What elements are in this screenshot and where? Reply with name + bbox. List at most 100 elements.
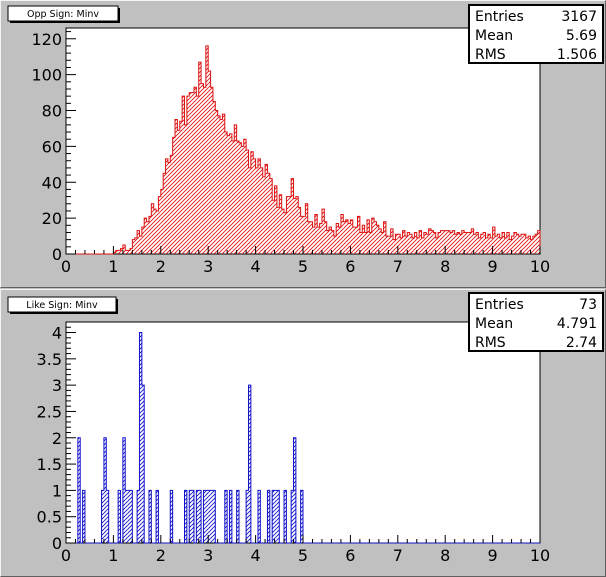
- histogram-bar: [416, 237, 420, 254]
- histogram-bar: [426, 234, 429, 254]
- histogram-bar: [528, 236, 531, 254]
- histogram-bar: [314, 214, 318, 254]
- histogram-bar: [227, 135, 230, 254]
- histogram-bar: [440, 230, 443, 254]
- histogram-bar: [284, 490, 287, 543]
- histogram-bar: [525, 237, 529, 254]
- histogram-bar: [122, 437, 126, 543]
- histogram-bar: [267, 173, 270, 254]
- histogram-bar: [357, 216, 360, 254]
- stats-mean-value: 5.69: [566, 28, 597, 44]
- histogram-bar: [257, 158, 261, 254]
- histogram-bar: [511, 236, 514, 254]
- histogram-bar: [132, 239, 135, 254]
- stats-box: [468, 4, 604, 64]
- histogram-bar: [518, 236, 522, 254]
- histogram-bar: [248, 167, 251, 254]
- y-tick-label: 120: [31, 30, 62, 49]
- histogram-bar: [376, 225, 379, 254]
- histogram-bar: [478, 237, 481, 254]
- histogram-bar: [253, 158, 256, 254]
- histogram-bar: [504, 237, 507, 254]
- histogram-bar: [276, 207, 280, 254]
- histogram-bar: [118, 250, 121, 254]
- y-axis: 0 0.5 1 1.5 2 2.5 3 3.5 4: [37, 321, 76, 553]
- histogram-bar: [430, 230, 434, 254]
- histogram-bar: [106, 490, 109, 543]
- histogram-bar: [189, 92, 192, 254]
- histogram-bar: [371, 218, 375, 254]
- histogram-bar: [246, 490, 249, 543]
- histogram-bar: [457, 232, 460, 254]
- histogram-bar: [502, 232, 505, 254]
- histogram-pad-like-sign[interactable]: 0 1 2 3 4 5 6 7 8 9 10 0 0.5 1 1.5 2 2.5 3 3.5 4 Like Sign: …: [0, 289, 606, 577]
- histogram-bar: [137, 230, 140, 254]
- histogram-bar: [160, 189, 164, 254]
- histogram-bar: [395, 234, 398, 254]
- histogram-bar: [485, 237, 488, 254]
- histogram-bar: [269, 178, 273, 254]
- x-tick-label: 7: [393, 546, 403, 565]
- histogram-bar: [246, 149, 249, 254]
- histogram-bars: [113, 45, 540, 255]
- histogram-bar: [120, 248, 123, 254]
- histogram-bar: [255, 167, 258, 254]
- histogram-pad-opp-sign[interactable]: 0 1 2 3 4 5 6 7 8 9 10 0 20 40 60 80 100 120 Opp Sign: Min…: [0, 0, 606, 288]
- histogram-bar: [404, 236, 408, 254]
- histogram-bar: [167, 162, 171, 254]
- histogram-bar: [381, 232, 384, 254]
- chart-title: Like Sign: Minv: [26, 300, 98, 311]
- x-tick-label: 4: [251, 257, 261, 276]
- histogram-bar: [148, 490, 152, 543]
- histogram-bar: [438, 232, 441, 254]
- histogram-bar: [205, 45, 209, 254]
- x-axis: 0 1 2 3 4 5 6 7 8 9 10: [61, 246, 550, 276]
- histogram-bar: [257, 490, 261, 543]
- histogram-bar: [184, 490, 187, 543]
- histogram-bar: [208, 71, 211, 254]
- histogram-bar: [134, 237, 138, 254]
- histogram-bar: [378, 228, 382, 254]
- histogram-bar: [535, 234, 538, 254]
- histogram-bar: [305, 203, 308, 254]
- histogram-bar: [329, 227, 332, 254]
- histogram-bar: [516, 234, 519, 254]
- histogram-bar: [156, 490, 159, 543]
- histogram-bar: [243, 139, 247, 254]
- histogram-bar: [196, 96, 199, 255]
- histogram-bar: [137, 490, 140, 543]
- histogram-bar: [288, 196, 292, 254]
- y-tick-label: 40: [42, 173, 62, 192]
- histogram-bar: [229, 490, 232, 543]
- x-tick-label: 5: [298, 546, 308, 565]
- y-tick-label: 2.5: [37, 402, 62, 421]
- histogram-bar: [191, 490, 194, 543]
- histogram-bar: [248, 385, 251, 543]
- x-tick-label: 2: [156, 546, 166, 565]
- histogram-bar: [523, 234, 526, 254]
- y-tick-label: 20: [42, 209, 62, 228]
- histogram-bar: [172, 137, 176, 254]
- histogram-bar: [127, 250, 130, 254]
- x-tick-label: 0: [61, 257, 71, 276]
- histogram-bar: [182, 96, 185, 255]
- histogram-outline: [66, 45, 541, 255]
- histogram-bar: [326, 230, 330, 254]
- histogram-bar: [317, 227, 320, 254]
- histogram-bar: [234, 124, 237, 254]
- x-tick-label: 10: [530, 546, 550, 565]
- histogram-bar: [201, 83, 204, 254]
- histogram-bar: [452, 230, 455, 254]
- histogram-bar: [186, 96, 190, 255]
- y-tick-label: 3.5: [37, 350, 62, 369]
- pad-bevel-light: [0, 289, 606, 577]
- stats-entries-value: 3167: [561, 9, 597, 25]
- stats-mean-label: Mean: [475, 316, 513, 332]
- stats-entries-label: Entries: [475, 9, 524, 25]
- stats-mean-label: Mean: [475, 28, 513, 44]
- histogram-bar: [487, 234, 491, 254]
- histogram-bar: [184, 124, 187, 254]
- title-box: [7, 5, 119, 22]
- histogram-bar: [139, 332, 142, 543]
